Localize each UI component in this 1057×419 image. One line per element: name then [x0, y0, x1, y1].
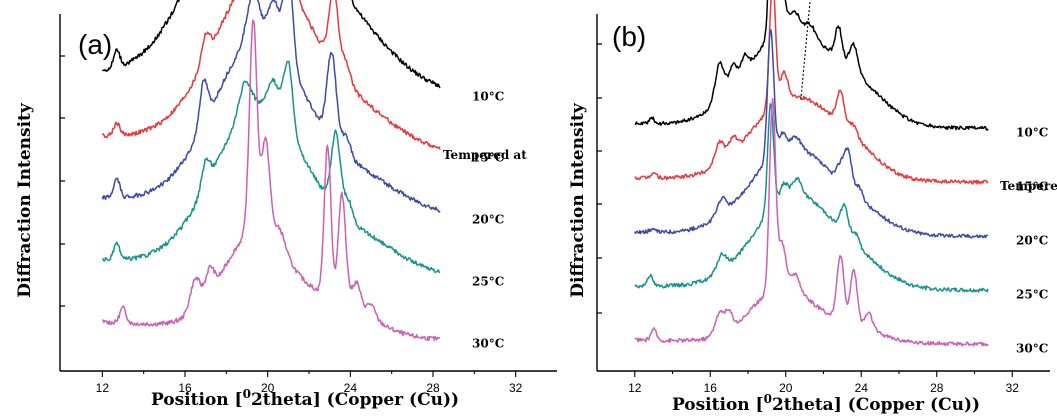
series-line-25c	[101, 60, 441, 274]
x-axis-label: Position [02theta] (Copper (Cu))	[151, 387, 459, 410]
series-label: 25°C	[1016, 287, 1048, 301]
series-label: 20°C	[472, 212, 504, 226]
series-line-10c	[101, 0, 441, 89]
x-tick-label: 32	[1006, 381, 1020, 395]
series-label: 10°C	[472, 90, 504, 104]
series-line-10c	[634, 0, 989, 131]
x-tick-label: 28	[426, 381, 440, 395]
y-axis-label: Diffraction Intensity	[15, 102, 35, 298]
panel-label: (b)	[612, 21, 646, 52]
series-line-15c	[101, 0, 441, 150]
x-tick-label: 16	[704, 381, 718, 395]
series-label: 15°C	[1016, 179, 1048, 193]
x-axis-label-prefix: Position [	[672, 395, 764, 415]
x-tick-label: 24	[344, 381, 358, 395]
x-tick-label: 28	[930, 381, 944, 395]
y-axis-label: Diffraction Intensity	[568, 102, 588, 298]
x-tick-label: 32	[509, 381, 523, 395]
series-label: 30°C	[1016, 341, 1048, 355]
x-axis-label: Position [02theta] (Copper (Cu))	[672, 392, 980, 415]
x-tick-label: 24	[855, 381, 869, 395]
series-label: 25°C	[472, 274, 504, 288]
legend-title: Tempered at	[443, 148, 527, 162]
series-label: 20°C	[1016, 233, 1048, 247]
panel-label: (a)	[78, 29, 112, 60]
x-axis-label-superscript: 0	[243, 387, 251, 401]
x-tick-label: 12	[628, 381, 642, 395]
series-line-15c	[634, 0, 989, 185]
x-axis-label-superscript: 0	[764, 392, 772, 406]
legend-title: Tempered at	[1000, 179, 1057, 193]
series-line-30c	[634, 97, 989, 347]
x-tick-label: 20	[261, 381, 275, 395]
x-tick-label: 12	[96, 381, 110, 395]
series-line-30c	[102, 19, 441, 342]
x-axis-label-suffix: 2theta] (Copper (Cu))	[772, 395, 980, 415]
series-line-20c	[634, 29, 989, 239]
peak-arrow-line	[800, 0, 811, 100]
series-label: 15°C	[472, 150, 504, 164]
x-tick-label: 16	[178, 381, 192, 395]
panel-b-chart: 12 16 20 24 28 32 Diffraction Intensity Positio…	[568, 0, 1057, 415]
x-axis-label-suffix: 2theta] (Copper (Cu))	[251, 390, 459, 410]
series-line-20c	[101, 0, 441, 213]
x-axis-label-prefix: Position [	[151, 390, 243, 410]
x-tick-label: 20	[779, 381, 793, 395]
panel-a-chart: 12 16 20 24 28 32 Diffraction Intensity Positio…	[15, 0, 557, 410]
series-label: 10°C	[1016, 125, 1048, 139]
series-label: 30°C	[472, 336, 504, 350]
series-line-25c	[634, 103, 989, 293]
